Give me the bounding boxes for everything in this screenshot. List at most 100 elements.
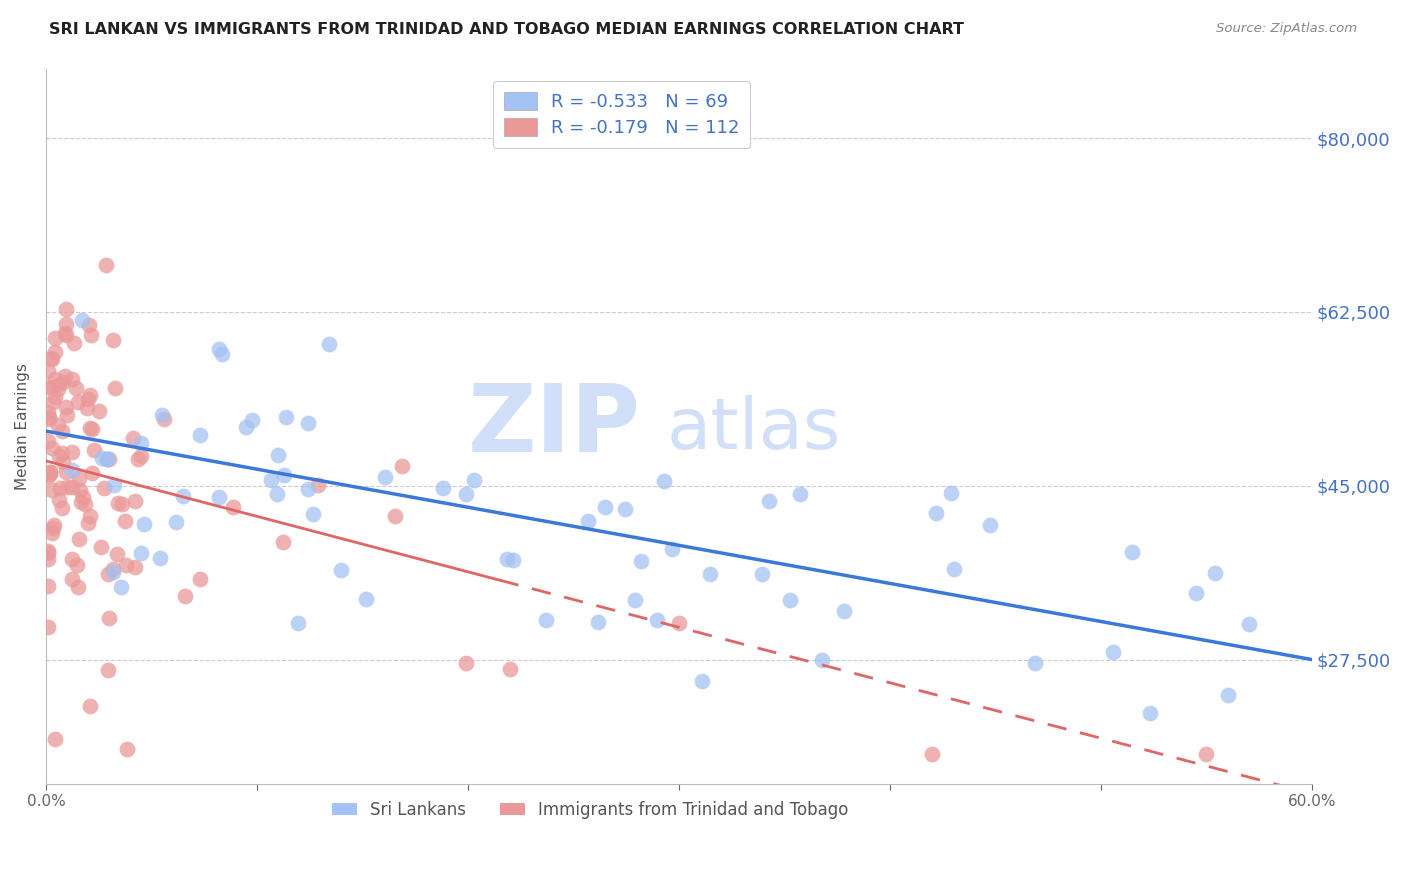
Point (301, 507, 323, 521)
Point (463, 474, 485, 488)
Point (98, 451, 121, 466)
Point (647, 613, 669, 627)
Point (60, 463, 83, 477)
Point (60, 371, 83, 385)
Point (63, 336, 86, 351)
Point (46, 418, 69, 433)
Point (53, 326, 76, 340)
Point (276, 410, 298, 425)
Text: SRI LANKAN VS IMMIGRANTS FROM TRINIDAD AND TOBAGO MEDIAN EARNINGS CORRELATION CH: SRI LANKAN VS IMMIGRANTS FROM TRINIDAD A… (49, 22, 965, 37)
Text: ZIP: ZIP (468, 380, 641, 472)
Point (79, 509, 101, 524)
Point (51, 424, 73, 438)
Point (103, 478, 125, 492)
Point (44, 390, 66, 404)
Point (190, 572, 212, 586)
Point (73, 497, 96, 511)
Point (37, 410, 59, 425)
Point (51, 501, 73, 516)
Point (330, 563, 353, 577)
Point (67, 394, 90, 409)
Point (96, 452, 118, 467)
Point (297, 482, 319, 496)
Point (699, 566, 721, 581)
Point (354, 592, 377, 607)
Point (111, 497, 134, 511)
Point (48, 377, 70, 392)
Point (97, 567, 120, 582)
Point (391, 459, 413, 474)
Point (614, 501, 637, 516)
Point (593, 500, 616, 515)
Point (122, 431, 145, 445)
Point (208, 491, 231, 505)
Point (55, 317, 77, 331)
Point (79, 327, 101, 342)
Point (60, 480, 83, 494)
Point (60, 552, 83, 566)
Point (287, 615, 309, 630)
Point (83, 442, 105, 457)
Point (37, 546, 59, 560)
Point (48, 449, 70, 463)
Point (661, 542, 683, 557)
Point (188, 428, 211, 442)
Point (80, 466, 103, 480)
Point (42, 395, 65, 409)
Point (55, 408, 77, 422)
Point (41, 442, 63, 456)
Point (115, 742, 138, 756)
Point (48, 493, 70, 508)
Point (624, 593, 647, 607)
Point (1102, 645, 1125, 659)
Point (832, 604, 855, 618)
Point (87, 404, 110, 418)
Point (44, 731, 66, 746)
Point (77, 392, 100, 406)
Point (124, 494, 146, 508)
Point (53, 368, 76, 383)
Point (129, 436, 152, 450)
Point (221, 500, 243, 514)
Point (115, 558, 138, 572)
Point (242, 413, 264, 427)
Point (374, 470, 396, 484)
Point (456, 656, 478, 670)
Point (37, 405, 59, 419)
Point (384, 508, 406, 523)
Point (630, 554, 652, 568)
Point (37, 579, 59, 593)
Point (38, 465, 60, 479)
Point (499, 662, 522, 676)
Point (60, 445, 83, 459)
Point (46, 382, 69, 396)
Point (97, 611, 120, 625)
Point (101, 333, 124, 347)
Legend: Sri Lankans, Immigrants from Trinidad and Tobago: Sri Lankans, Immigrants from Trinidad an… (325, 794, 855, 825)
Point (55, 301, 77, 316)
Point (127, 451, 149, 466)
Point (41, 483, 63, 498)
Point (37, 363, 59, 377)
Point (267, 448, 290, 462)
Point (266, 487, 288, 501)
Point (37, 468, 59, 483)
Point (149, 550, 172, 565)
Point (101, 562, 124, 576)
Point (37, 434, 59, 448)
Point (941, 486, 963, 500)
Y-axis label: Median Earnings: Median Earnings (15, 363, 30, 490)
Point (93, 481, 115, 495)
Point (165, 516, 187, 530)
Point (1139, 706, 1161, 720)
Point (271, 535, 294, 549)
Point (51, 446, 73, 460)
Point (174, 589, 197, 603)
Point (77, 318, 100, 332)
Point (654, 475, 676, 489)
Point (107, 496, 129, 510)
Point (273, 468, 295, 483)
Point (76, 401, 98, 415)
Point (921, 747, 943, 761)
Point (69, 495, 91, 509)
